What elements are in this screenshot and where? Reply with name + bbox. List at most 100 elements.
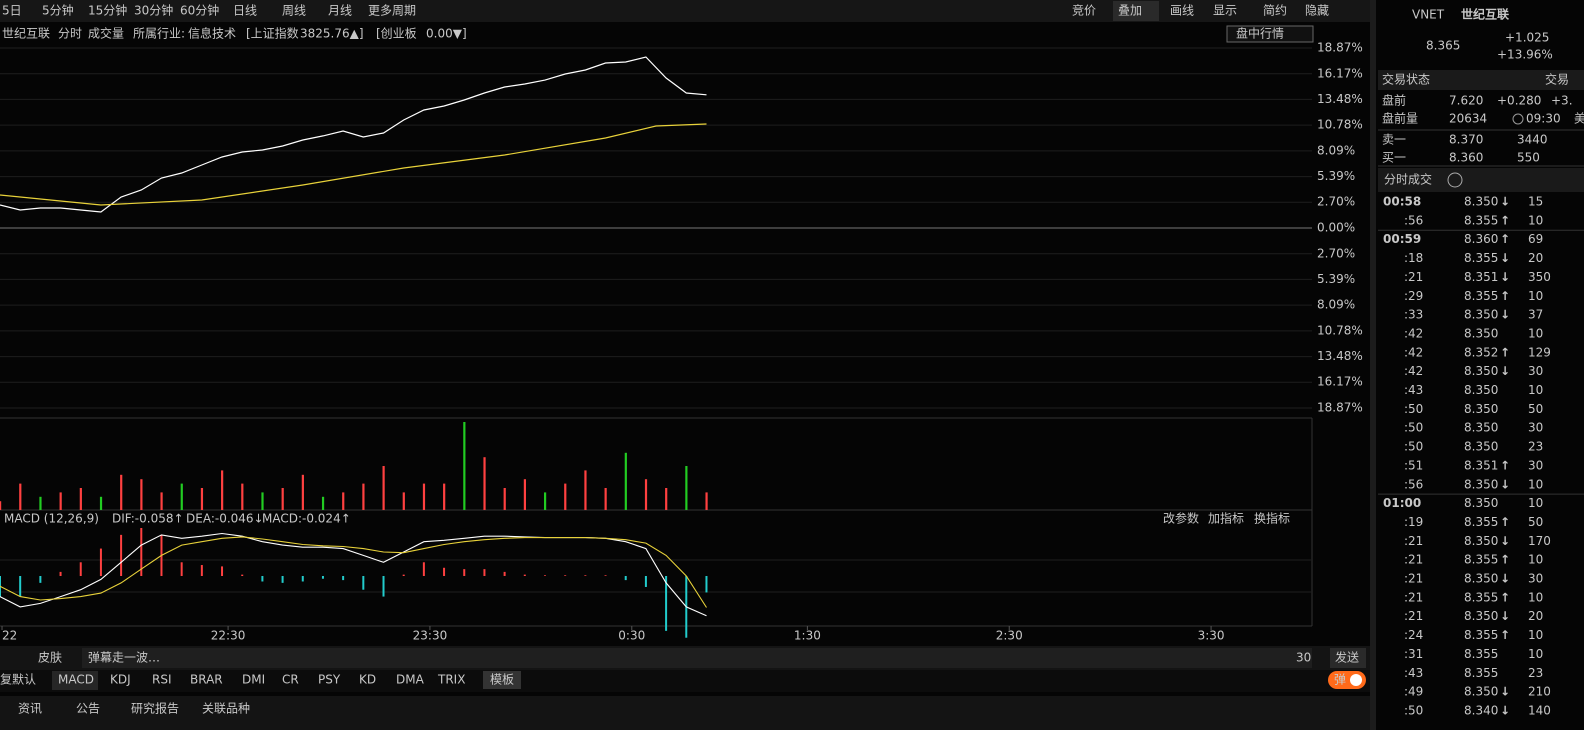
tool-button[interactable]: 显示 [1213, 4, 1237, 18]
macd-bar [241, 574, 244, 576]
trade-time: :50 [1404, 421, 1423, 435]
trade-volume: 30 [1528, 572, 1543, 586]
volume-bar [241, 483, 244, 510]
period-tab[interactable]: 周线 [282, 4, 306, 18]
x-tick-label: 23:30 [413, 629, 448, 643]
danmaku-placeholder: 弹幕走一波… [88, 651, 160, 665]
indicator-tab[interactable]: RSI [152, 673, 172, 687]
volume-bar [200, 488, 204, 510]
mode-select[interactable] [1226, 25, 1314, 43]
trade-time: :21 [1404, 270, 1423, 284]
trade-dir: ↓ [1500, 251, 1510, 265]
volume-bar [321, 496, 325, 510]
book-label: 买一 [1382, 151, 1406, 165]
trade-price: 8.340 [1464, 703, 1498, 717]
indicator-action[interactable]: 换指标 [1254, 511, 1290, 526]
trade-volume: 20 [1528, 609, 1543, 623]
period-tab[interactable]: 30分钟 [134, 3, 173, 18]
indicator-tab[interactable]: 复默认 [0, 672, 36, 687]
trade-price: 8.350 [1464, 364, 1498, 378]
period-tab[interactable]: 5日 [2, 4, 22, 18]
indicator-tab[interactable]: KDJ [110, 673, 131, 687]
danmaku-input[interactable] [82, 648, 1312, 668]
volume-bar [301, 474, 304, 510]
indicator-tab[interactable]: BRAR [190, 673, 223, 687]
trade-volume: 50 [1528, 515, 1543, 529]
period-tab[interactable]: 60分钟 [180, 3, 219, 18]
premarket-label: 盘前 [1382, 93, 1406, 108]
trade-price: 8.350 [1464, 440, 1498, 454]
indicator-tab[interactable]: TRIX [437, 673, 465, 687]
trade-time: :49 [1404, 685, 1423, 699]
period-tab[interactable]: 15分钟 [88, 3, 127, 18]
y-tick-label: 13.48% [1317, 349, 1363, 363]
bottom-tab[interactable]: 关联品种 [202, 702, 250, 716]
indicator-tab[interactable]: MACD [58, 673, 94, 687]
trade-dir: ↓ [1500, 308, 1510, 322]
macd-bar [19, 576, 22, 597]
stock-title: 世纪互联 [1461, 7, 1509, 22]
trade-volume: 15 [1528, 195, 1543, 209]
indicator-tab[interactable]: DMI [242, 673, 265, 687]
indicator-tab[interactable]: KD [359, 673, 376, 687]
template-button[interactable] [483, 671, 521, 689]
skin-button[interactable]: 皮肤 [38, 650, 62, 665]
info-tab[interactable]: 成交量 [88, 26, 124, 41]
volume-bar [422, 483, 426, 510]
macd-bar [221, 566, 224, 576]
indicator-tab[interactable]: PSY [318, 673, 341, 687]
macd-bar [523, 574, 526, 576]
y-tick-label: 2.70% [1317, 246, 1355, 260]
toggle-knob [1350, 674, 1362, 686]
volume-bar [261, 492, 264, 510]
volume-bar [0, 501, 2, 510]
trade-price: 8.355 [1464, 553, 1498, 567]
period-tab[interactable]: 更多周期 [368, 4, 416, 18]
bottom-tabs-bg [0, 696, 1370, 730]
bottom-tab[interactable]: 资讯 [18, 702, 42, 716]
indicator-action[interactable]: 改参数 [1163, 511, 1199, 526]
period-tab[interactable]: 日线 [233, 4, 257, 18]
indicator-tab[interactable]: DMA [396, 673, 425, 687]
send-button[interactable] [1330, 648, 1366, 668]
splitter [1370, 0, 1376, 730]
period-tab[interactable]: 月线 [328, 4, 352, 18]
macd-bar [382, 576, 385, 597]
trade-time: :42 [1404, 326, 1423, 340]
trade-dir: ↑ [1500, 590, 1510, 604]
volume-bar [584, 470, 587, 510]
period-tab[interactable]: 5分钟 [42, 3, 74, 18]
tool-button[interactable]: 竞价 [1072, 4, 1096, 18]
send-text: 发送 [1335, 650, 1359, 665]
trade-volume: 10 [1528, 383, 1543, 397]
info-tab[interactable]: 分时 [58, 27, 82, 41]
indicator-tab[interactable]: CR [282, 673, 299, 687]
macd-bar [463, 569, 466, 576]
bottom-tab[interactable]: 研究报告 [131, 701, 179, 716]
price-change-pct: +13.96% [1497, 48, 1553, 62]
trade-price: 8.355 [1464, 213, 1498, 227]
trades-title: 分时成交 [1384, 172, 1432, 187]
last-price: 8.365 [1426, 39, 1460, 53]
y-tick-label: 8.09% [1317, 298, 1355, 312]
indicator-title: MACD (12,26,9) [4, 512, 99, 526]
tool-button[interactable]: 隐藏 [1305, 4, 1329, 18]
trade-price: 8.355 [1464, 666, 1498, 680]
indicator-action[interactable]: 加指标 [1208, 511, 1244, 526]
tool-button[interactable]: 叠加 [1118, 4, 1142, 18]
macd-bar [624, 576, 627, 581]
macd-bar [503, 571, 506, 576]
book-volume: 550 [1517, 151, 1540, 165]
volume-bar [463, 422, 466, 510]
volume-bar [180, 483, 183, 510]
volume-bar [523, 479, 526, 510]
volume-bar [120, 474, 123, 510]
trade-price: 8.350 [1464, 685, 1498, 699]
tool-button[interactable]: 画线 [1170, 4, 1194, 18]
volume-bar [604, 488, 607, 510]
trade-price: 8.350 [1464, 496, 1498, 510]
trade-volume: 50 [1528, 402, 1543, 416]
trade-price: 8.360 [1464, 232, 1498, 246]
tool-button[interactable]: 简约 [1263, 3, 1287, 18]
bottom-tab[interactable]: 公告 [76, 702, 100, 716]
